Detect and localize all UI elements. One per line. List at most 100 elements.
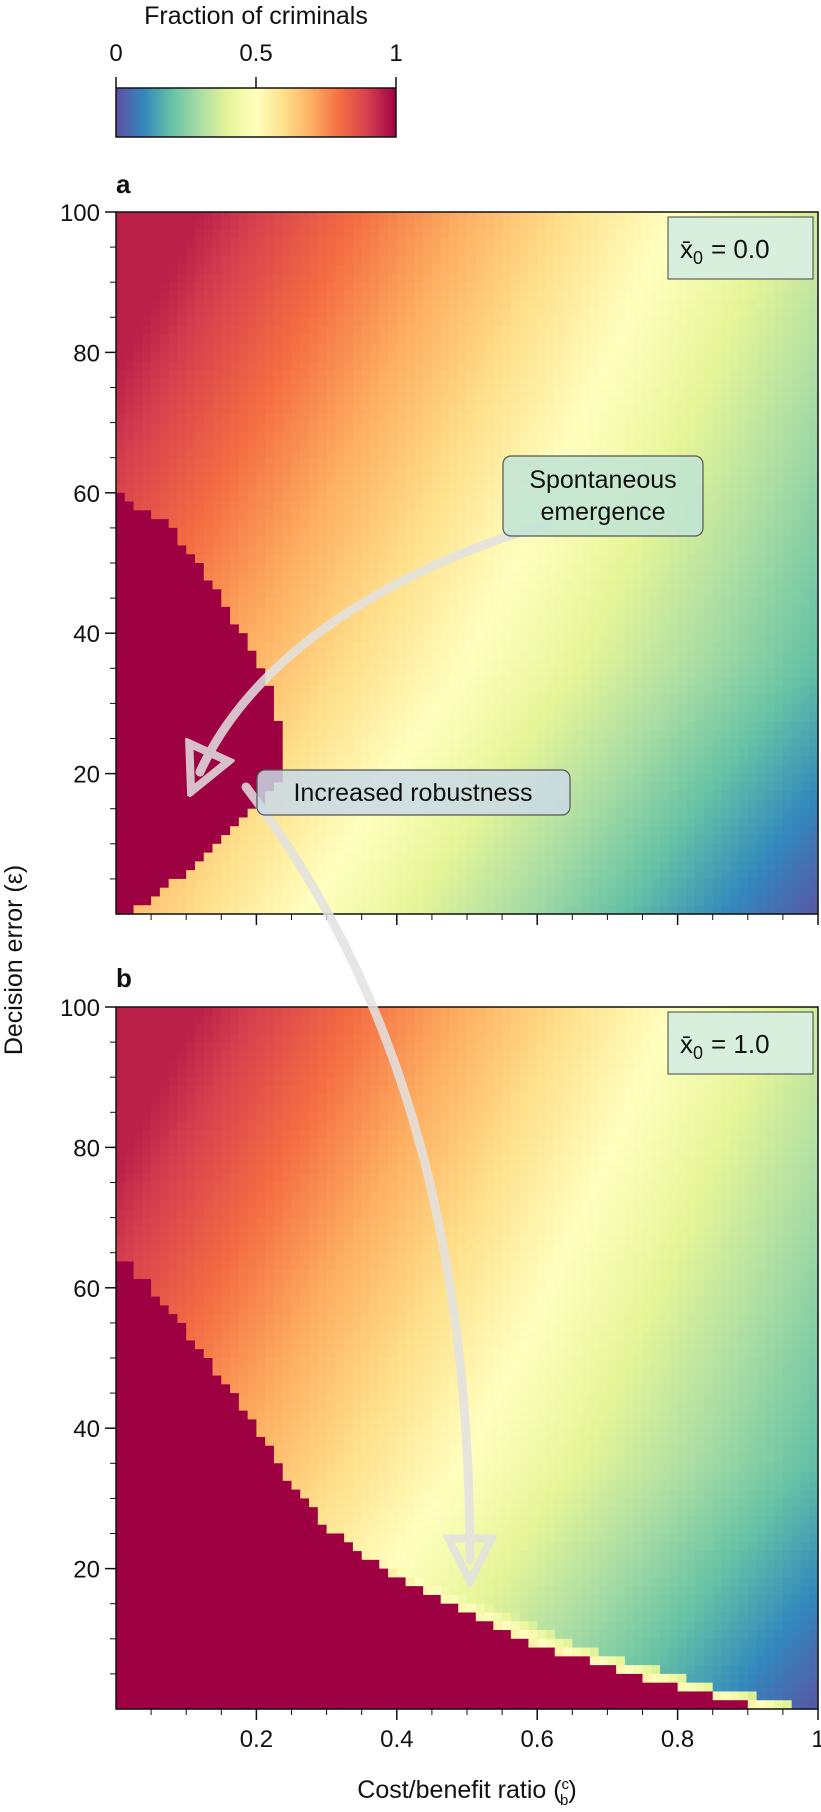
heatmap-cell: [159, 212, 170, 222]
heatmap-cell: [133, 729, 143, 740]
heatmap-cell: [230, 571, 240, 582]
heatmap-cell: [256, 229, 266, 239]
heatmap-cell: [142, 466, 152, 476]
heatmap-cell: [194, 510, 205, 520]
heatmap-cell: [519, 554, 530, 564]
heatmap-cell: [677, 720, 687, 731]
heatmap-cell: [703, 413, 714, 424]
heatmap-cell: [273, 457, 284, 468]
heatmap-cell: [265, 431, 275, 441]
heatmap-cell: [361, 615, 372, 626]
heatmap-cell: [809, 334, 819, 345]
heatmap-cell: [545, 729, 556, 740]
heatmap-cell: [545, 448, 556, 459]
heatmap-cell: [765, 308, 775, 318]
heatmap-cell: [370, 554, 380, 564]
heatmap-cell: [747, 703, 758, 713]
heatmap-cell: [159, 405, 170, 415]
heatmap-cell: [142, 387, 152, 397]
heatmap-cell: [581, 580, 591, 590]
heatmap-cell: [712, 326, 723, 336]
heatmap-cell: [265, 519, 275, 529]
heatmap-cell: [493, 492, 503, 503]
heatmap-cell: [344, 729, 354, 740]
heatmap-cell: [361, 457, 372, 468]
heatmap-cell: [563, 694, 573, 705]
heatmap-cell: [765, 369, 775, 380]
heatmap-cell: [230, 457, 240, 468]
heatmap-cell: [563, 729, 573, 740]
heatmap-cell: [809, 264, 819, 275]
heatmap-cell: [703, 738, 714, 748]
heatmap-cell: [607, 448, 617, 459]
heatmap-cell: [221, 326, 231, 336]
heatmap-cell: [133, 606, 143, 617]
heatmap-cell: [265, 247, 275, 257]
heatmap-cell: [124, 361, 135, 371]
heatmap-cell: [133, 343, 143, 354]
heatmap-cell: [370, 747, 380, 757]
heatmap-cell: [405, 361, 415, 371]
heatmap-cell: [712, 440, 723, 450]
heatmap-cell: [484, 431, 494, 441]
heatmap-cell: [230, 273, 240, 283]
heatmap-cell: [572, 563, 582, 573]
heatmap-cell: [712, 685, 723, 696]
heatmap-cell: [116, 308, 126, 318]
heatmap-cell: [221, 334, 231, 345]
heatmap-cell: [739, 677, 749, 687]
heatmap-cell: [423, 466, 433, 476]
heatmap-cell: [317, 396, 328, 406]
heatmap-cell: [756, 422, 766, 432]
heatmap-cell: [756, 352, 766, 362]
heatmap-cell: [598, 405, 609, 415]
heatmap-cell: [624, 378, 635, 389]
heatmap-cell: [449, 492, 459, 503]
heatmap-cell: [765, 729, 775, 740]
heatmap-cell: [510, 554, 521, 564]
heatmap-cell: [616, 290, 626, 301]
heatmap-cell: [317, 527, 328, 538]
heatmap-cell: [431, 413, 442, 424]
heatmap-cell: [273, 624, 284, 634]
heatmap-cell: [142, 510, 152, 520]
heatmap-cell: [186, 466, 196, 476]
heatmap-cell: [405, 448, 415, 459]
heatmap-cell: [642, 264, 652, 275]
heatmap-cell: [168, 580, 179, 590]
heatmap-cell: [291, 738, 301, 748]
heatmap-cell: [449, 396, 459, 406]
heatmap-cell: [423, 712, 433, 722]
heatmap-cell: [651, 641, 661, 652]
heatmap-cell: [440, 712, 451, 722]
heatmap-cell: [221, 641, 231, 652]
heatmap-cell: [379, 299, 389, 310]
heatmap-cell: [370, 255, 380, 266]
heatmap-cell: [677, 641, 687, 652]
heatmap-cell: [273, 475, 284, 485]
heatmap-cell: [273, 677, 284, 687]
heatmap-cell: [651, 264, 661, 275]
heatmap-cell: [695, 545, 705, 555]
heatmap-cell: [739, 317, 749, 327]
heatmap-cell: [484, 448, 494, 459]
heatmap-cell: [510, 589, 521, 599]
heatmap-cell: [563, 712, 573, 722]
heatmap-cell: [695, 282, 705, 292]
heatmap-cell: [388, 615, 398, 626]
heatmap-cell: [712, 475, 723, 485]
heatmap-cell: [545, 212, 556, 222]
heatmap-cell: [291, 229, 301, 239]
heatmap-cell: [256, 352, 266, 362]
heatmap-cell: [291, 273, 301, 283]
heatmap-cell: [616, 668, 626, 678]
heatmap-cell: [458, 387, 468, 397]
heatmap-cell: [186, 580, 196, 590]
heatmap-cell: [352, 668, 363, 678]
heatmap-cell: [510, 580, 521, 590]
heatmap-cell: [624, 264, 635, 275]
heatmap-cell: [651, 720, 661, 731]
heatmap-cell: [309, 685, 319, 696]
heatmap-cell: [572, 405, 582, 415]
heatmap-cell: [458, 431, 468, 441]
